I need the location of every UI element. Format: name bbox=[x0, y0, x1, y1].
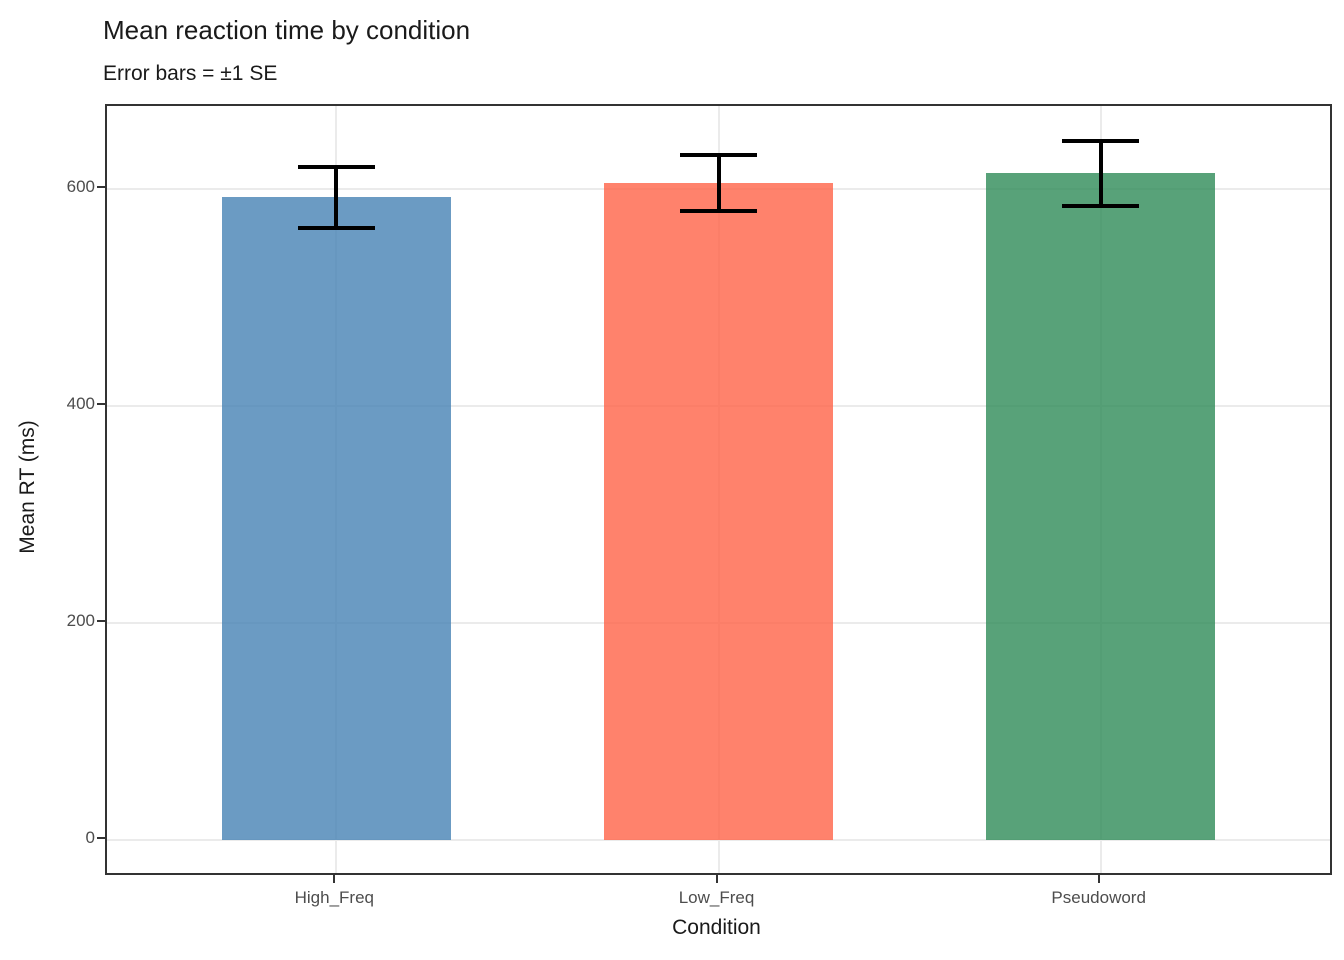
errorbar-cap-bottom-pseudoword bbox=[1062, 203, 1139, 208]
x-tick-mark-high_freq bbox=[333, 875, 336, 883]
y-tick-label-200: 200 bbox=[66, 611, 95, 631]
errorbar-cap-top-pseudoword bbox=[1062, 138, 1139, 143]
y-tick-mark-200 bbox=[97, 620, 105, 623]
y-tick-label-600: 600 bbox=[66, 176, 95, 196]
chart-title: Mean reaction time by condition bbox=[103, 15, 471, 45]
y-tick-mark-400 bbox=[97, 402, 105, 405]
errorbar-cap-bottom-low_freq bbox=[680, 209, 757, 214]
y-tick-mark-600 bbox=[97, 185, 105, 188]
x-tick-mark-pseudoword bbox=[1097, 875, 1100, 883]
errorbar-cap-top-low_freq bbox=[680, 152, 757, 157]
x-tick-mark-low_freq bbox=[715, 875, 718, 883]
bar-pseudoword bbox=[986, 173, 1216, 841]
y-axis-title: Mean RT (ms) bbox=[16, 420, 39, 554]
x-tick-label-high_freq: High_Freq bbox=[294, 888, 374, 907]
bar-low_freq bbox=[603, 183, 834, 841]
x-tick-label-low_freq: Low_Freq bbox=[678, 888, 755, 907]
plot-panel bbox=[105, 104, 1332, 875]
errorbar-line-pseudoword bbox=[1098, 140, 1103, 206]
errorbar-line-low_freq bbox=[716, 154, 721, 212]
y-tick-mark-0 bbox=[97, 837, 105, 840]
errorbar-cap-top-high_freq bbox=[298, 164, 375, 169]
y-tick-label-400: 400 bbox=[66, 393, 95, 413]
x-axis-title: Condition bbox=[672, 916, 761, 939]
bar-high_freq bbox=[221, 197, 451, 841]
y-tick-label-0: 0 bbox=[85, 828, 95, 848]
errorbar-cap-bottom-high_freq bbox=[298, 225, 375, 230]
chart-subtitle: Error bars = ±1 SE bbox=[103, 62, 278, 85]
errorbar-line-high_freq bbox=[334, 166, 339, 228]
x-tick-label-pseudoword: Pseudoword bbox=[1051, 888, 1146, 907]
